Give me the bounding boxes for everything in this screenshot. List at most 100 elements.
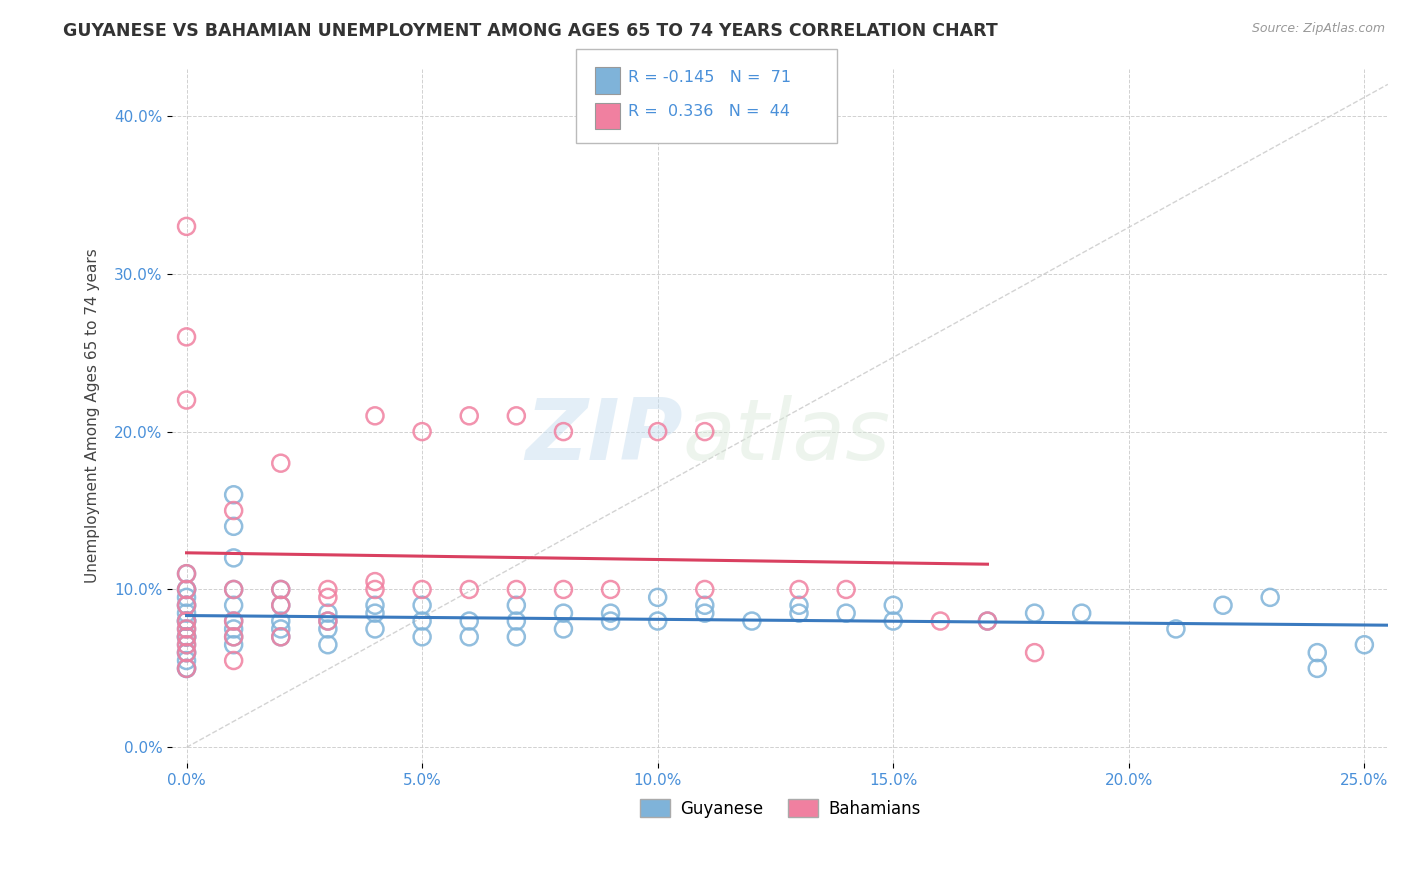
Point [270, 599, 292, 613]
Point [553, 606, 575, 620]
Point [835, 582, 858, 597]
Point [176, 566, 198, 581]
Point [176, 653, 198, 667]
Point [222, 519, 245, 533]
Point [222, 582, 245, 597]
Point [1306, 661, 1329, 675]
Point [458, 614, 481, 628]
Point [176, 392, 198, 407]
Point [411, 582, 433, 597]
Point [316, 622, 339, 636]
Point [693, 606, 716, 620]
Point [176, 614, 198, 628]
Point [222, 582, 245, 597]
Point [176, 630, 198, 644]
Point [835, 606, 858, 620]
Point [647, 591, 669, 605]
Point [693, 425, 716, 439]
Point [222, 653, 245, 667]
Point [411, 614, 433, 628]
Point [787, 606, 810, 620]
Point [176, 622, 198, 636]
Point [176, 622, 198, 636]
Point [176, 630, 198, 644]
Point [364, 606, 387, 620]
Point [1212, 599, 1234, 613]
Point [976, 614, 998, 628]
Point [176, 661, 198, 675]
Point [976, 614, 998, 628]
Point [599, 614, 621, 628]
Point [787, 582, 810, 597]
Point [176, 614, 198, 628]
Point [270, 630, 292, 644]
Point [316, 614, 339, 628]
Text: R =  0.336   N =  44: R = 0.336 N = 44 [628, 104, 790, 120]
Point [1353, 638, 1375, 652]
Point [364, 574, 387, 589]
Point [1070, 606, 1092, 620]
Point [882, 599, 904, 613]
Point [1024, 646, 1046, 660]
Point [176, 630, 198, 644]
Point [505, 409, 527, 423]
Point [176, 566, 198, 581]
Point [505, 630, 527, 644]
Point [176, 582, 198, 597]
Point [364, 622, 387, 636]
Point [316, 614, 339, 628]
Point [176, 638, 198, 652]
Point [693, 599, 716, 613]
Point [176, 638, 198, 652]
Point [176, 591, 198, 605]
Point [458, 409, 481, 423]
Point [553, 425, 575, 439]
Point [693, 582, 716, 597]
Point [176, 646, 198, 660]
Text: Source: ZipAtlas.com: Source: ZipAtlas.com [1251, 22, 1385, 36]
Point [364, 599, 387, 613]
Point [270, 630, 292, 644]
Point [176, 219, 198, 234]
Point [505, 582, 527, 597]
Y-axis label: Unemployment Among Ages 65 to 74 years: Unemployment Among Ages 65 to 74 years [86, 249, 100, 583]
Point [222, 550, 245, 565]
Point [1306, 646, 1329, 660]
Point [270, 599, 292, 613]
Point [176, 646, 198, 660]
Point [222, 599, 245, 613]
Point [176, 661, 198, 675]
Point [176, 599, 198, 613]
Point [411, 630, 433, 644]
Point [364, 409, 387, 423]
Point [176, 330, 198, 344]
Text: GUYANESE VS BAHAMIAN UNEMPLOYMENT AMONG AGES 65 TO 74 YEARS CORRELATION CHART: GUYANESE VS BAHAMIAN UNEMPLOYMENT AMONG … [63, 22, 998, 40]
Text: R = -0.145   N =  71: R = -0.145 N = 71 [628, 70, 792, 85]
Point [647, 614, 669, 628]
Point [505, 599, 527, 613]
Point [505, 614, 527, 628]
Point [222, 614, 245, 628]
Point [553, 622, 575, 636]
Point [176, 606, 198, 620]
Point [316, 606, 339, 620]
Point [316, 591, 339, 605]
Point [458, 582, 481, 597]
Point [176, 582, 198, 597]
Point [929, 614, 952, 628]
Point [176, 599, 198, 613]
Point [599, 606, 621, 620]
Point [647, 425, 669, 439]
Text: atlas: atlas [683, 395, 891, 478]
Point [222, 622, 245, 636]
Point [1258, 591, 1281, 605]
Point [270, 622, 292, 636]
Point [176, 630, 198, 644]
Point [316, 582, 339, 597]
Point [270, 582, 292, 597]
Legend: Guyanese, Bahamians: Guyanese, Bahamians [633, 793, 927, 824]
Point [411, 425, 433, 439]
Point [176, 614, 198, 628]
Point [599, 582, 621, 597]
Point [176, 614, 198, 628]
